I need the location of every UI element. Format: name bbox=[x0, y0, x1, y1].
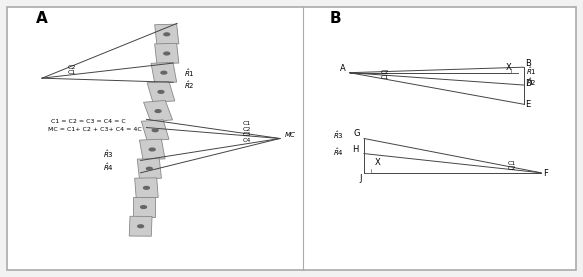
Circle shape bbox=[164, 33, 170, 36]
Text: $\hat{R}$3: $\hat{R}$3 bbox=[103, 148, 114, 160]
Bar bbox=[147, 81, 175, 102]
Bar bbox=[154, 43, 179, 64]
Circle shape bbox=[158, 91, 164, 93]
Text: D: D bbox=[525, 79, 532, 88]
Circle shape bbox=[146, 167, 152, 170]
Text: MC = C1+ C2 + C3+ C4 = 4C: MC = C1+ C2 + C3+ C4 = 4C bbox=[48, 127, 142, 132]
Bar bbox=[154, 24, 179, 44]
Text: C4: C4 bbox=[242, 138, 251, 143]
Circle shape bbox=[161, 71, 167, 74]
Text: C2: C2 bbox=[242, 127, 251, 132]
Bar bbox=[132, 197, 154, 217]
Text: $\hat{R}$2: $\hat{R}$2 bbox=[526, 76, 537, 88]
FancyBboxPatch shape bbox=[7, 7, 576, 270]
Text: $\hat{R}$3: $\hat{R}$3 bbox=[333, 130, 344, 141]
Text: E: E bbox=[525, 100, 531, 109]
Text: H: H bbox=[352, 145, 359, 154]
Text: $\hat{R}$2: $\hat{R}$2 bbox=[184, 80, 195, 91]
Circle shape bbox=[138, 225, 143, 228]
Text: A: A bbox=[340, 64, 346, 73]
Text: X: X bbox=[374, 158, 380, 167]
Text: C3: C3 bbox=[242, 132, 251, 137]
Text: $\hat{R}$1: $\hat{R}$1 bbox=[526, 65, 537, 77]
Bar bbox=[151, 62, 177, 83]
Text: $\hat{R}$4: $\hat{R}$4 bbox=[333, 146, 344, 158]
Circle shape bbox=[152, 129, 158, 132]
Bar bbox=[135, 178, 158, 198]
Text: A: A bbox=[36, 11, 48, 26]
Bar bbox=[137, 158, 161, 179]
Text: $\hat{R}$4: $\hat{R}$4 bbox=[103, 161, 114, 173]
Text: C1 = C2 = C3 = C4 = C: C1 = C2 = C3 = C4 = C bbox=[51, 119, 125, 124]
Text: G: G bbox=[353, 129, 360, 138]
Text: C2: C2 bbox=[507, 166, 516, 171]
Circle shape bbox=[143, 186, 149, 189]
Text: X: X bbox=[506, 63, 512, 73]
Text: C2: C2 bbox=[68, 65, 76, 70]
Circle shape bbox=[149, 148, 155, 151]
Text: $\hat{R}$1: $\hat{R}$1 bbox=[184, 67, 195, 79]
Bar bbox=[143, 101, 173, 122]
Text: MC: MC bbox=[285, 132, 296, 138]
Text: C2: C2 bbox=[380, 70, 389, 75]
Bar bbox=[129, 216, 152, 236]
Circle shape bbox=[141, 206, 146, 208]
Text: B: B bbox=[525, 59, 531, 68]
Text: C1: C1 bbox=[507, 161, 515, 166]
Text: F: F bbox=[543, 168, 547, 178]
Circle shape bbox=[155, 110, 161, 112]
Circle shape bbox=[164, 52, 170, 55]
Text: B: B bbox=[329, 11, 341, 26]
Text: J: J bbox=[359, 174, 362, 183]
Text: C1: C1 bbox=[242, 121, 251, 126]
Text: C1: C1 bbox=[380, 75, 388, 80]
Bar bbox=[139, 139, 165, 160]
Text: C1: C1 bbox=[68, 70, 76, 75]
Bar bbox=[141, 120, 169, 141]
